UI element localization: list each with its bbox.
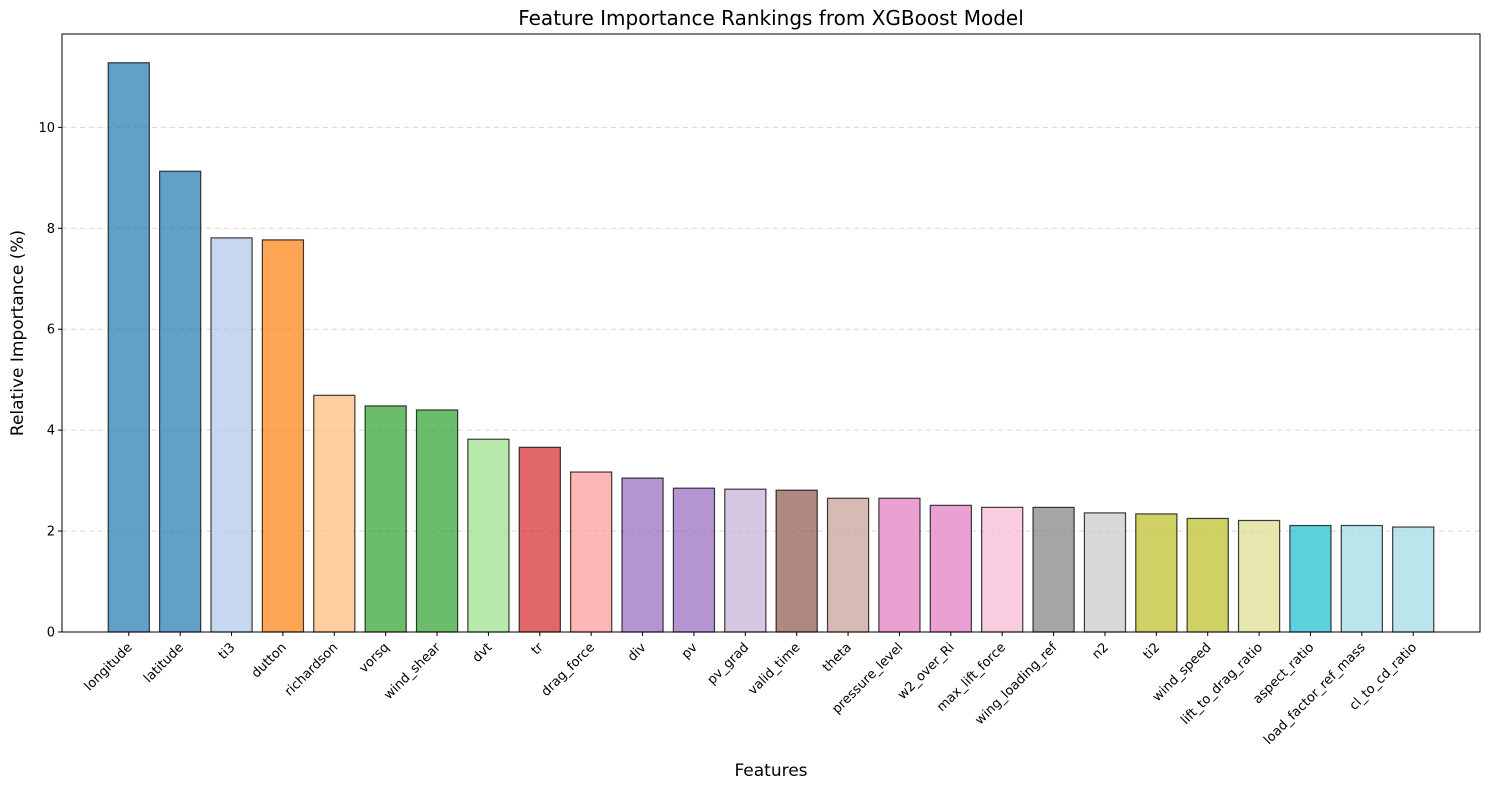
y-tick-label: 4 <box>47 424 55 439</box>
bar-dutton <box>261 239 305 633</box>
x-tick-label: valid_time <box>746 640 804 698</box>
bar-wind_speed <box>1186 517 1229 633</box>
y-tick-label: 6 <box>47 323 55 338</box>
x-tick-label: richardson <box>282 640 341 699</box>
bar-tr <box>518 446 561 633</box>
bar-div <box>621 477 664 633</box>
bar-pressure_level <box>878 497 921 633</box>
chart-title: Feature Importance Rankings from XGBoost… <box>518 6 1024 30</box>
bar-n2 <box>1083 512 1127 633</box>
bar-pv_grad <box>724 488 767 633</box>
bar-cl_to_cd_ratio <box>1392 526 1435 633</box>
x-axis-label: Features <box>734 761 807 781</box>
x-tick-label: pv <box>679 640 701 662</box>
x-tick-label: ti3 <box>216 640 239 663</box>
x-tick-label: theta <box>820 640 855 675</box>
bar-latitude <box>159 170 202 633</box>
y-axis-ticks: 0 2 4 6 8 10 <box>38 121 62 641</box>
plot-frame <box>61 33 1481 633</box>
bar-drag_force <box>570 471 613 633</box>
bar-longitude <box>107 62 150 633</box>
bar-max_lift_force <box>981 506 1024 633</box>
bar-wing_loading_ref <box>1032 506 1075 633</box>
bar-load_factor_ref_mass <box>1340 524 1383 633</box>
y-tick-label: 2 <box>47 525 55 540</box>
y-tick-label: 0 <box>47 626 55 641</box>
bar-theta <box>826 497 870 633</box>
x-tick-label: dvt <box>470 640 495 665</box>
x-tick-label: tr <box>529 640 547 658</box>
y-tick-label: 8 <box>47 222 55 237</box>
x-tick-label: load_factor_ref_mass <box>1261 640 1369 748</box>
bar-ti3 <box>210 237 253 633</box>
bar-wind_shear <box>415 409 459 633</box>
y-axis-label: Relative Importance (%) <box>8 230 28 436</box>
x-tick-label: dutton <box>249 640 290 681</box>
x-tick-label: latitude <box>141 640 187 686</box>
x-tick-label: n2 <box>1089 640 1111 662</box>
bar-richardson <box>313 394 356 633</box>
bar-pv <box>672 487 716 633</box>
bar-ti2 <box>1135 513 1178 633</box>
bar-vorsq <box>364 405 407 633</box>
x-tick-label: drag_force <box>539 640 598 699</box>
bar-dvt <box>467 438 510 633</box>
bar-w2_over_Ri <box>929 504 972 633</box>
bar-lift_to_drag_ratio <box>1237 519 1281 633</box>
x-tick-label: vorsq <box>356 640 392 676</box>
bar-aspect_ratio <box>1289 524 1332 633</box>
x-tick-label: pv_grad <box>705 640 753 688</box>
x-tick-label: ti2 <box>1141 640 1164 663</box>
x-tick-label: longitude <box>82 640 136 694</box>
bar-valid_time <box>775 489 818 633</box>
y-tick-label: 10 <box>38 121 55 136</box>
bars <box>107 62 1435 633</box>
x-tick-label: div <box>625 640 650 665</box>
